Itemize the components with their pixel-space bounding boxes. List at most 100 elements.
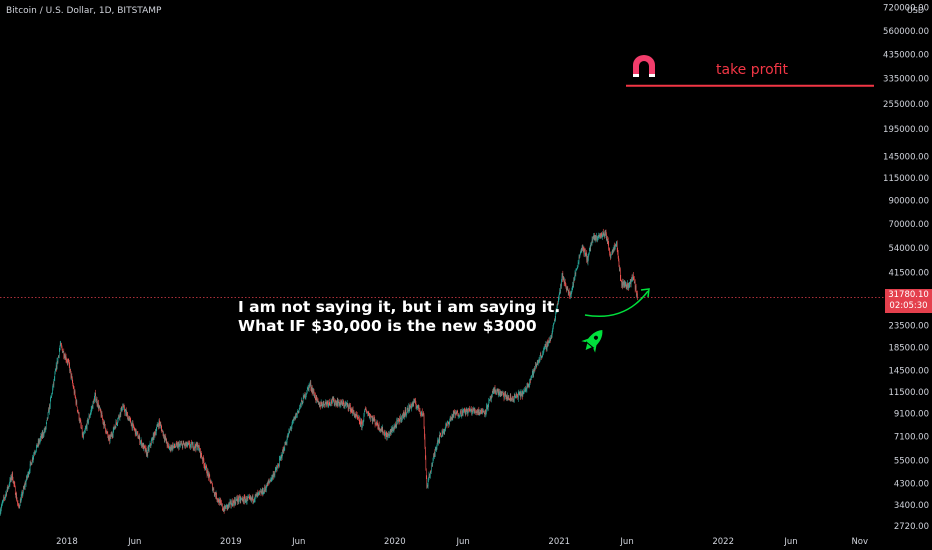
candle-body <box>171 445 173 450</box>
candle-body <box>402 414 403 418</box>
candle-body <box>282 449 283 457</box>
candle-body <box>289 429 290 433</box>
candle-body <box>6 486 8 491</box>
candle-body <box>24 485 25 487</box>
candle-body <box>15 486 16 495</box>
candle-body <box>94 398 95 403</box>
candle-body <box>168 446 170 449</box>
candle-body <box>178 443 180 449</box>
candle-body <box>120 410 122 416</box>
candle-body <box>217 499 218 501</box>
candle-body <box>368 413 370 416</box>
time-axis[interactable]: 2018 Jun 2019 Jun 2020 Jun 2021 Jun 2022 Jun Nov <box>56 537 868 547</box>
candle-body <box>594 235 596 240</box>
candle-body <box>377 420 378 426</box>
candle-body <box>351 411 353 414</box>
candle-body <box>205 465 207 467</box>
candle-body <box>578 256 580 263</box>
candle-body <box>132 422 134 424</box>
candle-body <box>611 251 613 253</box>
candle-body <box>428 478 429 480</box>
candle-body <box>281 456 283 458</box>
candle-body <box>28 471 30 474</box>
candle-body <box>60 343 61 345</box>
candle-body <box>198 445 199 448</box>
candle-body <box>266 487 267 490</box>
candle-body <box>189 443 190 447</box>
candle-body <box>335 401 337 406</box>
candle-body <box>65 356 66 360</box>
candle-body <box>288 430 290 434</box>
candle-body <box>62 352 64 353</box>
candle-body <box>484 409 486 415</box>
candle-body <box>551 335 552 338</box>
candle-body <box>411 405 412 409</box>
candle-body <box>383 431 384 433</box>
candle-body <box>234 499 236 503</box>
candle-body <box>188 442 189 444</box>
candle-body <box>355 413 357 417</box>
candle-body <box>221 502 222 505</box>
candle-body <box>431 465 432 472</box>
candle-body <box>269 480 271 482</box>
candle-body <box>145 448 147 450</box>
candle-body <box>1 506 2 510</box>
candle-body <box>554 320 555 324</box>
candle-body <box>303 395 304 397</box>
candle-body <box>258 492 259 494</box>
candle-body <box>6 490 7 496</box>
candle-body <box>228 503 230 506</box>
candle-body <box>286 442 287 444</box>
candle-body <box>571 289 573 294</box>
candle-body <box>342 401 343 406</box>
candle-body <box>217 498 219 501</box>
candle-body <box>323 401 325 405</box>
candle-body <box>552 329 553 334</box>
candle-body <box>538 360 539 363</box>
candle-body <box>430 471 432 472</box>
candle-body <box>40 435 42 439</box>
candle-body <box>147 452 148 456</box>
candle-body <box>489 398 490 401</box>
candle-body <box>257 492 259 494</box>
candle-body <box>36 443 38 447</box>
candle-body <box>102 418 104 423</box>
candle-body <box>202 458 203 462</box>
candle-body <box>457 412 458 416</box>
candle-body <box>577 263 579 268</box>
candle-body <box>241 498 243 500</box>
candle-body <box>399 420 401 423</box>
candle-body <box>101 412 103 418</box>
candle-body <box>508 397 510 399</box>
candle-body <box>477 410 479 413</box>
candle-body <box>496 390 498 394</box>
price-axis[interactable]: 720000.00 560000.00 435000.00 335000.00 2550… <box>883 3 929 531</box>
candle-body <box>526 389 527 391</box>
candle-body <box>461 410 462 416</box>
candle-body <box>488 400 489 407</box>
candle-body <box>546 348 547 349</box>
candle-body <box>611 252 613 255</box>
candle-body <box>292 420 294 421</box>
candle-body <box>273 474 275 478</box>
y-tick-label: 335000.00 <box>883 75 929 85</box>
candle-body <box>134 428 135 430</box>
candle-body <box>442 430 443 435</box>
candle-body <box>194 444 196 448</box>
candle-body <box>59 350 60 356</box>
candle-body <box>104 422 105 425</box>
candle-body <box>339 403 340 406</box>
candle-body <box>455 412 457 415</box>
candle-body <box>10 476 12 480</box>
candle-body <box>586 253 587 260</box>
candle-body <box>525 389 527 392</box>
candle-body <box>205 465 206 468</box>
candle-body <box>472 410 473 413</box>
y-tick-label: 54000.00 <box>888 244 929 254</box>
candle-body <box>509 399 511 401</box>
candle-body <box>354 413 355 418</box>
candle-body <box>322 406 323 407</box>
x-tick-label: Nov <box>851 537 868 547</box>
candle-body <box>569 291 570 297</box>
